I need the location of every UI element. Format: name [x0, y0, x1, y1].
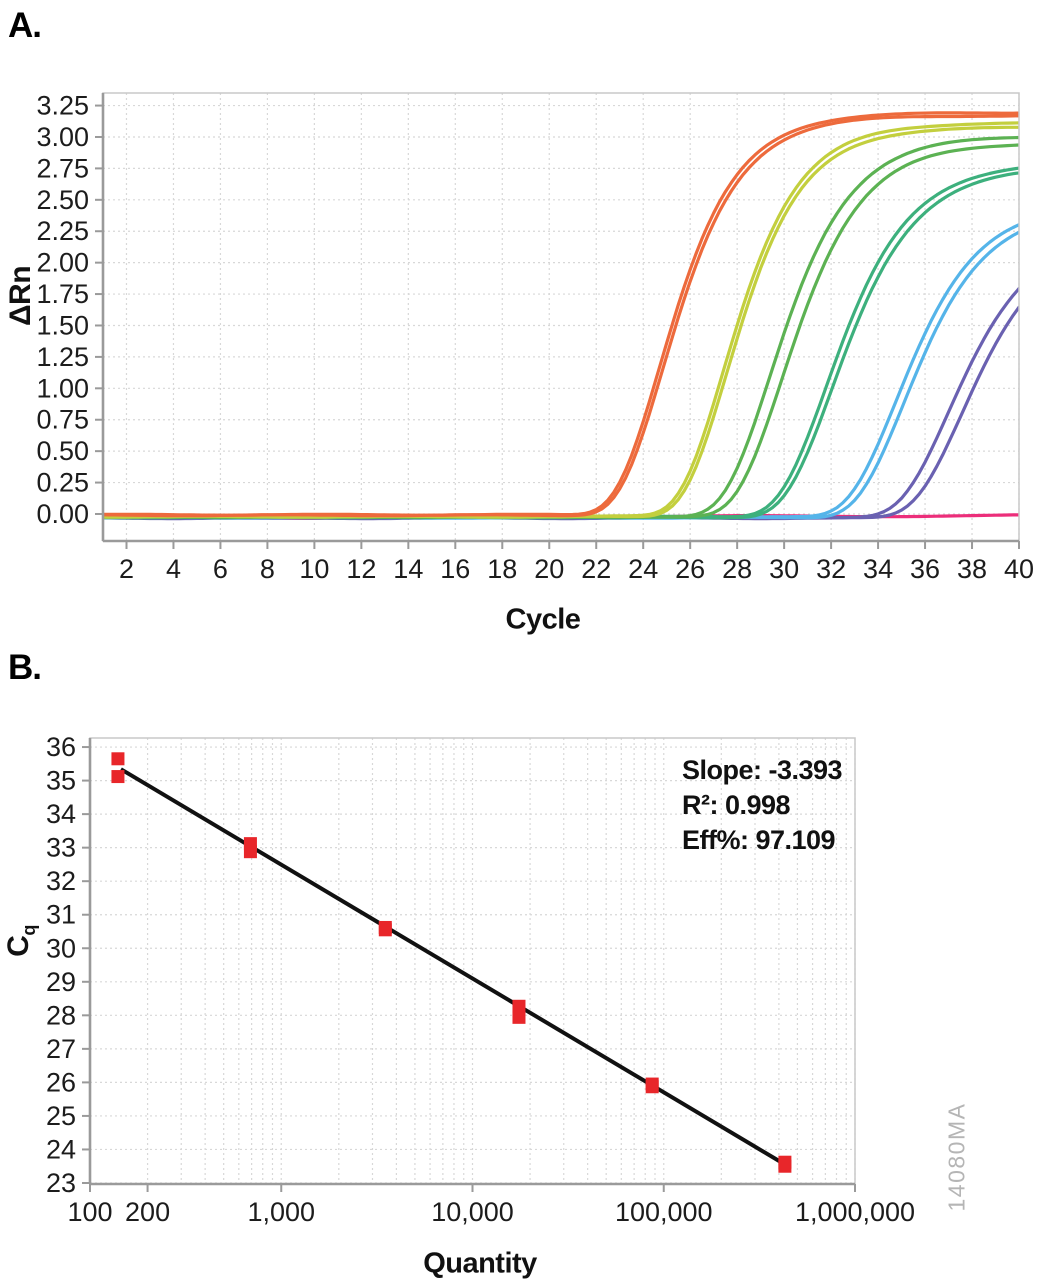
svg-text:1,000,000: 1,000,000: [795, 1197, 915, 1227]
svg-text:32: 32: [46, 866, 76, 896]
panel-a-axes: [101, 93, 1019, 543]
svg-text:0.25: 0.25: [36, 468, 89, 498]
curve-green-rep2: [103, 143, 1019, 520]
svg-text:30: 30: [769, 554, 799, 584]
panel-b-grid: [90, 738, 856, 1184]
svg-text:14: 14: [393, 554, 423, 584]
svg-text:2.25: 2.25: [36, 216, 89, 246]
data-point: [111, 752, 125, 766]
svg-text:100,000: 100,000: [615, 1197, 713, 1227]
svg-text:0.50: 0.50: [36, 436, 89, 466]
svg-text:0.75: 0.75: [36, 405, 89, 435]
svg-text:3.00: 3.00: [36, 122, 89, 152]
svg-text:35: 35: [46, 766, 76, 796]
svg-text:29: 29: [46, 967, 76, 997]
svg-text:3.25: 3.25: [36, 91, 89, 121]
svg-text:100: 100: [67, 1197, 112, 1227]
svg-text:16: 16: [440, 554, 470, 584]
cq-label-sub: q: [19, 925, 39, 936]
amplification-curves: [103, 111, 1019, 521]
svg-text:4: 4: [166, 554, 181, 584]
svg-text:28: 28: [722, 554, 752, 584]
svg-text:34: 34: [46, 799, 76, 829]
curve-purple-rep1: [103, 287, 1019, 520]
data-point: [111, 770, 125, 784]
svg-text:10: 10: [299, 554, 329, 584]
svg-text:38: 38: [957, 554, 987, 584]
panel-a-y-axis-title: ΔRn: [4, 265, 37, 327]
fit-statistics: Slope: -3.393 R²: 0.998 Eff%: 97.109: [682, 753, 843, 858]
svg-text:2: 2: [119, 554, 134, 584]
panel-b-label: B.: [8, 648, 42, 687]
svg-text:36: 36: [46, 732, 76, 762]
data-point: [378, 923, 392, 937]
curve-green-rep1: [103, 135, 1019, 519]
svg-text:22: 22: [581, 554, 611, 584]
panel-a-ticks: [95, 104, 1020, 549]
svg-text:31: 31: [46, 900, 76, 930]
panel-a-grid: [103, 93, 1020, 541]
svg-text:34: 34: [863, 554, 893, 584]
svg-text:32: 32: [816, 554, 846, 584]
panel-b-ticks: [82, 746, 856, 1192]
standard-curve-points: [111, 752, 792, 1173]
svg-text:1,000: 1,000: [247, 1197, 315, 1227]
cq-label-main: C: [2, 935, 35, 957]
curve-orange-rep1: [103, 111, 1019, 517]
svg-text:27: 27: [46, 1034, 76, 1064]
watermark: 14080MA: [943, 1102, 970, 1212]
data-point: [512, 1010, 526, 1024]
svg-text:0.00: 0.00: [36, 499, 89, 529]
svg-text:30: 30: [46, 933, 76, 963]
svg-text:1.75: 1.75: [36, 279, 89, 309]
efficiency-value: Eff%: 97.109: [682, 825, 836, 855]
data-point: [243, 845, 257, 859]
svg-text:18: 18: [487, 554, 517, 584]
svg-text:28: 28: [46, 1000, 76, 1030]
svg-text:10,000: 10,000: [431, 1197, 514, 1227]
panel-b-x-axis-title: Quantity: [423, 1247, 537, 1280]
svg-text:2.50: 2.50: [36, 185, 89, 215]
panel-a-border: [102, 92, 1020, 542]
curve-purple-rep2: [103, 305, 1019, 521]
panel-b-y-axis-title: Cq: [2, 925, 40, 957]
svg-text:25: 25: [46, 1101, 76, 1131]
slope-value: Slope: -3.393: [682, 755, 843, 785]
svg-text:40: 40: [1004, 554, 1034, 584]
svg-text:20: 20: [534, 554, 564, 584]
svg-text:6: 6: [213, 554, 228, 584]
svg-text:12: 12: [346, 554, 376, 584]
svg-text:24: 24: [628, 554, 658, 584]
svg-text:26: 26: [675, 554, 705, 584]
svg-text:2.00: 2.00: [36, 248, 89, 278]
curve-sky-blue-rep2: [103, 230, 1019, 520]
panel-a-label: A.: [8, 6, 42, 45]
curve-teal-rep2: [103, 171, 1019, 520]
svg-text:2.75: 2.75: [36, 153, 89, 183]
svg-text:26: 26: [46, 1067, 76, 1097]
data-point: [512, 999, 526, 1013]
svg-text:8: 8: [260, 554, 275, 584]
svg-text:23: 23: [46, 1168, 76, 1198]
regression-line: [119, 767, 787, 1167]
svg-text:33: 33: [46, 833, 76, 863]
r-squared-value: R²: 0.998: [682, 790, 791, 820]
svg-text:24: 24: [46, 1134, 76, 1164]
svg-text:1.25: 1.25: [36, 342, 89, 372]
data-point: [645, 1080, 659, 1094]
svg-text:1.00: 1.00: [36, 373, 89, 403]
curve-teal-rep1: [103, 166, 1019, 519]
svg-text:36: 36: [910, 554, 940, 584]
svg-text:200: 200: [125, 1197, 170, 1227]
panel-a-tick-labels: 3.253.002.752.502.252.001.751.501.251.00…: [36, 91, 1034, 584]
panel-a-x-axis-title: Cycle: [505, 603, 581, 636]
svg-text:1.50: 1.50: [36, 310, 89, 340]
data-point: [778, 1159, 792, 1173]
